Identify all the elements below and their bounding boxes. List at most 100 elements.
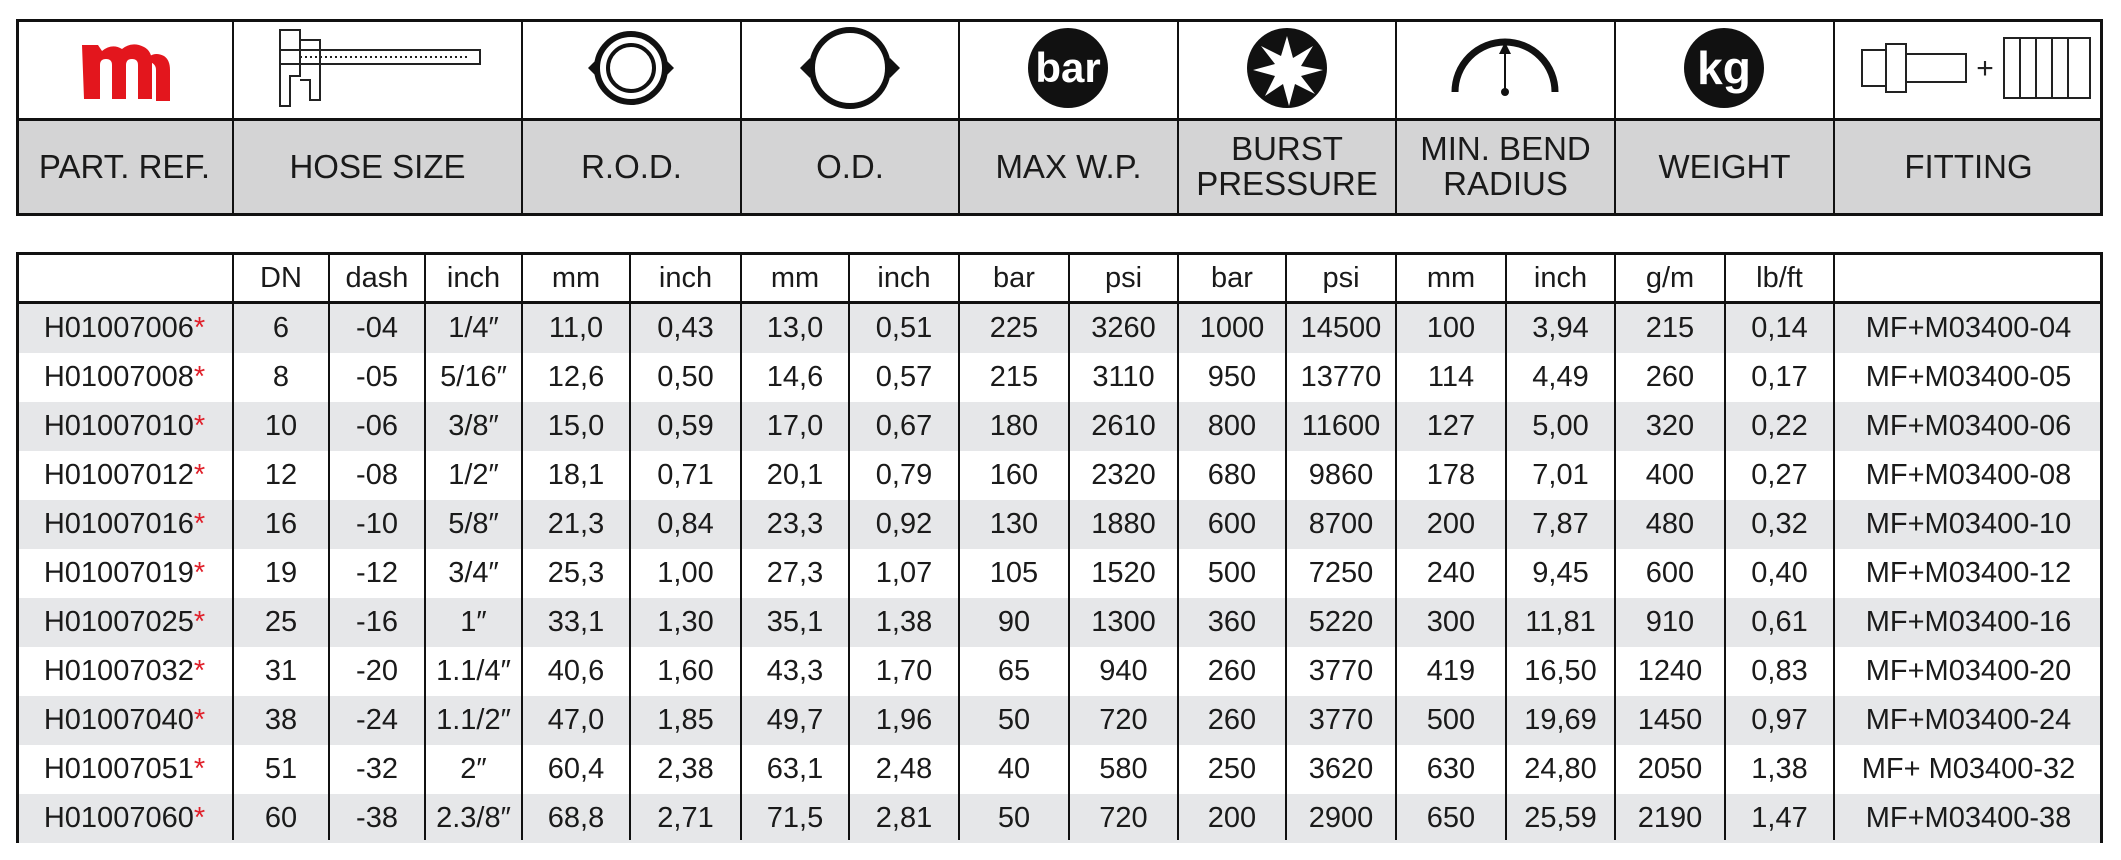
- column-divider: [629, 255, 631, 840]
- cell-value: 1,38: [875, 606, 933, 638]
- cell-value: 50: [997, 704, 1031, 736]
- column-divider: [232, 255, 234, 840]
- cell-value: 0,50: [657, 361, 714, 393]
- cell-value: 14,6: [766, 361, 824, 393]
- cell-value: 2,81: [875, 802, 933, 834]
- cell-value: 600: [1207, 508, 1257, 540]
- cell-value: 63,1: [766, 753, 824, 785]
- unit-label: DN: [260, 261, 302, 294]
- cell-value: 800: [1207, 410, 1257, 442]
- cell-value: 1,85: [657, 704, 714, 736]
- cell-value: 49,7: [766, 704, 824, 736]
- cell-value: 480: [1645, 508, 1695, 540]
- column-label: MIN. BEND RADIUS: [1420, 130, 1591, 202]
- column-divider: [958, 22, 960, 213]
- cell-value: 180: [989, 410, 1039, 442]
- part-ref: H01007032 *: [16, 647, 233, 696]
- cell-value: 3110: [1092, 361, 1155, 393]
- cell-value: 0,51: [875, 312, 933, 344]
- cell-value: 35,1: [766, 606, 824, 638]
- part-number: H01007051: [43, 753, 194, 785]
- cell-value: 51: [264, 753, 298, 785]
- fitting: MF+ M03400-32: [1861, 753, 2076, 785]
- part-mark: *: [193, 410, 206, 442]
- fitting: MF+M03400-38: [1865, 802, 2072, 834]
- part-mark: *: [193, 704, 206, 736]
- cell-value: 127: [1426, 410, 1476, 442]
- cell-value: 2,38: [657, 753, 714, 785]
- part-ref: H01007012 *: [16, 451, 233, 500]
- cell-value: 950: [1207, 361, 1257, 393]
- cell-value: 0,14: [1751, 312, 1808, 344]
- cell-value: 215: [989, 361, 1039, 393]
- cell-value: 0,71: [657, 459, 714, 491]
- cell-value: 500: [1426, 704, 1476, 736]
- part-ref: H01007016 *: [16, 500, 233, 549]
- cell-value: 60: [264, 802, 298, 834]
- cell-value: 16,50: [1524, 655, 1597, 687]
- cell-value: 0,97: [1751, 704, 1808, 736]
- cell-value: 250: [1207, 753, 1257, 785]
- column-divider: [521, 22, 523, 213]
- part-number: H01007006: [43, 312, 194, 344]
- cell-value: 1/2″: [448, 459, 499, 491]
- cell-value: 13770: [1300, 361, 1382, 393]
- part-ref: H01007008 *: [16, 353, 233, 402]
- header-table: PART. REF. HOSE SIZE R.O.D. O.D. MAX W.P. BUR…: [16, 19, 2103, 216]
- cell-value: 19: [264, 557, 298, 589]
- cell-value: -10: [356, 508, 398, 540]
- cell-value: 1,47: [1751, 802, 1808, 834]
- cell-value: 9860: [1308, 459, 1374, 491]
- cell-value: 0,22: [1751, 410, 1808, 442]
- cell-value: 215: [1645, 312, 1695, 344]
- cell-value: 320: [1645, 410, 1695, 442]
- cell-value: 0,27: [1751, 459, 1808, 491]
- cell-value: 0,43: [657, 312, 714, 344]
- cell-value: 2610: [1091, 410, 1156, 442]
- column-divider: [521, 255, 523, 840]
- row-stripe: [19, 500, 2100, 549]
- cell-value: 500: [1207, 557, 1257, 589]
- cell-value: 25,3: [547, 557, 605, 589]
- cell-value: 8: [272, 361, 290, 393]
- cell-value: 1,30: [657, 606, 714, 638]
- cell-value: 17,0: [766, 410, 824, 442]
- cell-value: 5,00: [1532, 410, 1589, 442]
- cell-value: 7250: [1308, 557, 1374, 589]
- cell-value: 9,45: [1532, 557, 1589, 589]
- row-stripe: [19, 402, 2100, 451]
- row-stripe: [19, 304, 2100, 353]
- subheader-divider: [19, 301, 2100, 304]
- part-ref: H01007060 *: [16, 794, 233, 843]
- column-divider: [740, 22, 742, 213]
- cell-value: 300: [1426, 606, 1476, 638]
- cell-value: 0,40: [1751, 557, 1808, 589]
- cell-value: 8700: [1308, 508, 1374, 540]
- unit-label: inch: [877, 261, 931, 294]
- fitting: MF+M03400-10: [1865, 508, 2072, 540]
- column-divider: [1177, 255, 1179, 840]
- part-mark: *: [193, 753, 206, 785]
- column-divider: [328, 255, 330, 840]
- part-ref: H01007010 *: [16, 402, 233, 451]
- part-number: H01007008: [43, 361, 194, 393]
- row-stripe: [19, 696, 2100, 745]
- cell-value: 3/8″: [448, 410, 499, 442]
- cell-value: -12: [356, 557, 398, 589]
- cell-value: 65: [997, 655, 1031, 687]
- column-divider: [1614, 22, 1616, 213]
- part-number: H01007040: [43, 704, 194, 736]
- part-mark: *: [193, 312, 206, 344]
- cell-value: 1.1/2″: [436, 704, 511, 736]
- cell-value: 1,96: [875, 704, 933, 736]
- cell-value: 10: [264, 410, 298, 442]
- cell-value: 720: [1099, 802, 1148, 834]
- cell-value: 2320: [1091, 459, 1156, 491]
- unit-label: inch: [658, 261, 713, 294]
- cell-value: 100: [1426, 312, 1476, 344]
- unit-label: mm: [551, 261, 601, 294]
- cell-value: 38: [264, 704, 298, 736]
- fitting: MF+M03400-16: [1865, 606, 2072, 638]
- cell-value: 90: [997, 606, 1031, 638]
- cell-value: 600: [1645, 557, 1695, 589]
